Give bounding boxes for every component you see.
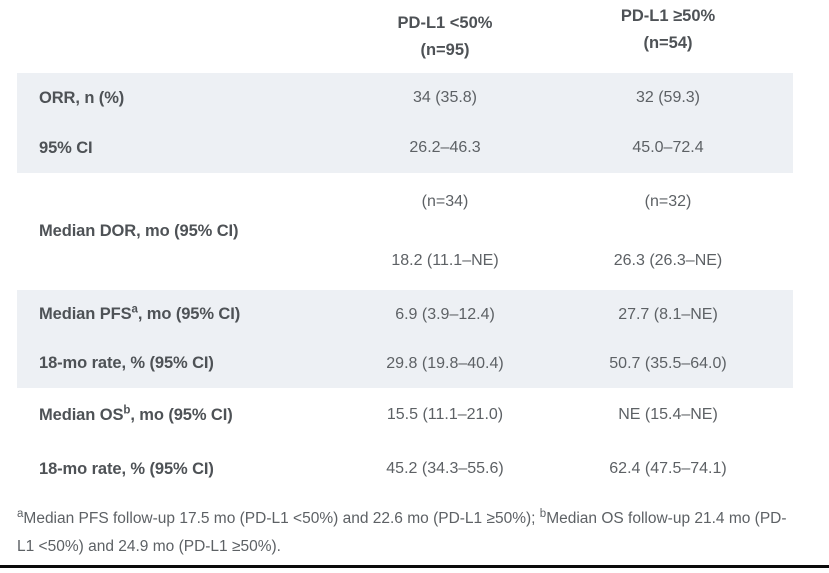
section-orr: ORR, n (%) 34 (35.8) 32 (59.3) 95% CI 26… <box>17 73 793 173</box>
label-text: Median OS <box>39 405 124 424</box>
table-row-pfs-rate: 18-mo rate, % (95% CI) 29.8 (19.8–40.4) … <box>17 339 793 388</box>
label-text: Median PFS <box>39 305 132 323</box>
table-row-ci: 95% CI 26.2–46.3 45.0–72.4 <box>17 123 793 173</box>
value-cell: 6.9 (3.9–12.4) <box>395 305 495 323</box>
value-cell: 15.5 (11.1–21.0) <box>386 406 504 423</box>
value-cell: 45.2 (34.3–55.6) <box>386 460 504 477</box>
row-label: Median DOR, mo (95% CI) <box>39 222 239 240</box>
column-header-pdl1-high: PD-L1 ≥50% (n=54) <box>543 3 793 57</box>
label-text: , mo (95% CI) <box>137 305 241 323</box>
table-header-row: PD-L1 <50% (n=95) PD-L1 ≥50% (n=54) <box>17 0 793 73</box>
bottom-divider-rule <box>0 565 829 568</box>
row-label: ORR, n (%) <box>39 88 125 107</box>
row-label: 18-mo rate, % (95% CI) <box>39 459 214 478</box>
column-header-line2: (n=54) <box>643 33 693 52</box>
row-label: Median OSb, mo (95% CI) <box>17 404 347 425</box>
column-header-pdl1-low: PD-L1 <50% (n=95) <box>347 10 543 64</box>
row-label: 18-mo rate, % (95% CI) <box>39 354 214 372</box>
footnote-text-pfs: Median PFS follow-up 17.5 mo (PD-L1 <50%… <box>23 510 540 527</box>
section-os: Median OSb, mo (95% CI) 15.5 (11.1–21.0)… <box>17 388 793 496</box>
table-row-orr: ORR, n (%) 34 (35.8) 32 (59.3) <box>17 73 793 123</box>
footnote-marker-b: b <box>539 507 547 520</box>
label-text: , mo (95% CI) <box>130 405 233 424</box>
footnote-marker-b: b <box>123 404 131 416</box>
section-pfs: Median PFSa, mo (95% CI) 6.9 (3.9–12.4) … <box>17 290 793 388</box>
value-cell: 50.7 (35.5–64.0) <box>609 354 727 372</box>
row-label: 95% CI <box>39 138 93 157</box>
footnote-marker-a: a <box>131 303 138 316</box>
column-header-line2: (n=95) <box>420 40 470 59</box>
table-row-pfs: Median PFSa, mo (95% CI) 6.9 (3.9–12.4) … <box>17 290 793 339</box>
row-label: Median PFSa, mo (95% CI) <box>17 303 347 324</box>
table-row-os-rate: 18-mo rate, % (95% CI) 45.2 (34.3–55.6) … <box>17 442 793 496</box>
value-cell: 32 (59.3) <box>635 89 701 106</box>
column-header-line1: PD-L1 ≥50% <box>620 6 716 25</box>
value-cell: NE (15.4–NE) <box>618 406 718 423</box>
column-header-line1: PD-L1 <50% <box>397 13 493 32</box>
value-cell: 45.0–72.4 <box>632 139 704 156</box>
value-cell: 34 (35.8) <box>412 89 478 106</box>
value-cell: 27.7 (8.1–NE) <box>618 305 718 323</box>
table-row-os: Median OSb, mo (95% CI) 15.5 (11.1–21.0)… <box>17 388 793 442</box>
value-cell: 62.4 (47.5–74.1) <box>609 460 727 477</box>
value-cell: 18.2 (11.1–NE) <box>391 251 499 269</box>
footnote-text-os: Median OS follow-up 21.4 mo (PD-L1 <50%)… <box>17 510 787 555</box>
efficacy-table: PD-L1 <50% (n=95) PD-L1 ≥50% (n=54) ORR,… <box>17 0 793 496</box>
value-cell: 29.8 (19.8–40.4) <box>386 354 504 372</box>
section-dor: Median DOR, mo (95% CI) (n=34) (n=32) 18… <box>17 173 793 290</box>
table-footnote: aMedian PFS follow-up 17.5 mo (PD-L1 <50… <box>17 505 795 560</box>
value-cell: (n=32) <box>644 193 692 210</box>
value-cell: 26.3 (26.3–NE) <box>613 251 723 269</box>
footnote-marker-a: a <box>17 507 24 520</box>
value-cell: 26.2–46.3 <box>409 139 481 156</box>
value-cell: (n=34) <box>421 193 469 210</box>
